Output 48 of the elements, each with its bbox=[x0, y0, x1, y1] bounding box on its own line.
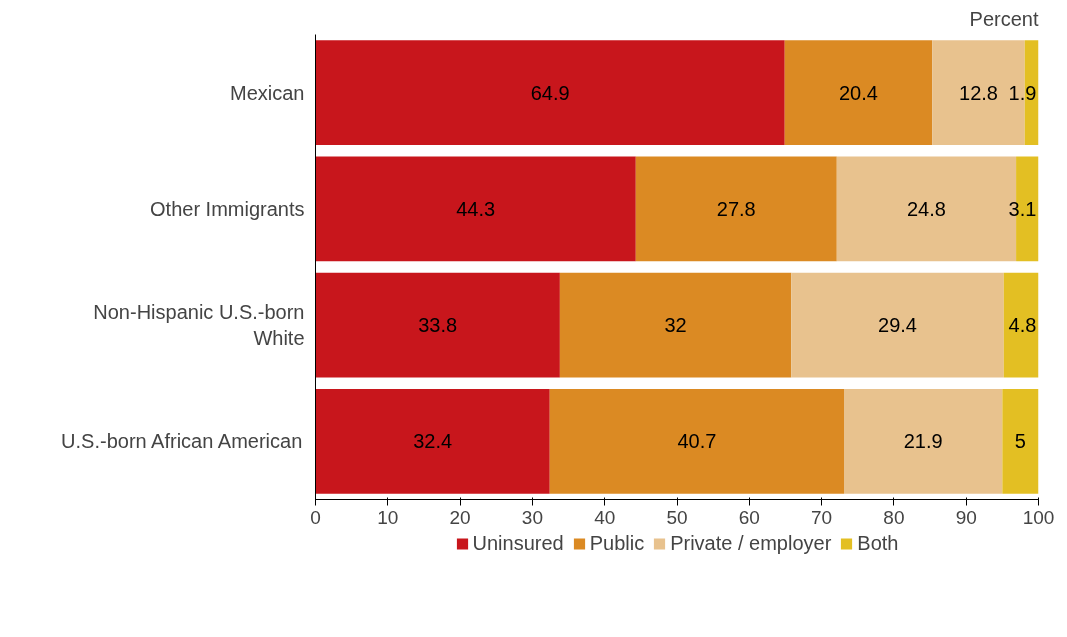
bar bbox=[1002, 389, 1039, 494]
data-label: 3.1 bbox=[1008, 197, 1037, 220]
text: Percent bbox=[969, 7, 1039, 30]
x-tick-label: 50 bbox=[666, 506, 688, 528]
bar bbox=[1003, 272, 1039, 378]
x-tick-label: 40 bbox=[594, 506, 616, 528]
y-tick-label: Mexican bbox=[230, 81, 305, 104]
bar bbox=[315, 40, 785, 145]
x-tick-label: 20 bbox=[449, 506, 471, 528]
bar bbox=[791, 272, 1004, 378]
data-label: 27.8 bbox=[716, 197, 756, 220]
bar bbox=[784, 40, 933, 145]
x-tick-label: 10 bbox=[377, 506, 399, 528]
x-tick-label: 70 bbox=[811, 506, 833, 528]
y-tick-label: Non-Hispanic U.S.-born White bbox=[93, 300, 305, 350]
data-label: 21.9 bbox=[903, 430, 943, 453]
x-tick-label: 90 bbox=[955, 506, 977, 528]
data-label: 32.4 bbox=[413, 430, 453, 453]
x-tick-label: 0 bbox=[310, 506, 321, 528]
x-tick-label: 30 bbox=[521, 506, 543, 528]
legend-label: Uninsured bbox=[472, 531, 564, 555]
x-tick-label: 100 bbox=[1022, 506, 1055, 528]
data-label: 5 bbox=[1014, 430, 1026, 453]
data-label: 32 bbox=[664, 314, 687, 337]
data-label: 12.8 bbox=[959, 81, 998, 104]
bar bbox=[315, 272, 560, 378]
y-tick-label: U.S.-born African American bbox=[61, 430, 303, 453]
data-label: 20.4 bbox=[839, 81, 878, 104]
bar bbox=[559, 272, 792, 378]
legend-label: Public bbox=[589, 531, 645, 555]
data-label: 64.9 bbox=[530, 81, 570, 104]
bar bbox=[549, 389, 845, 494]
bar bbox=[635, 156, 837, 262]
bar bbox=[315, 389, 550, 494]
data-label: 40.7 bbox=[677, 430, 717, 453]
data-label: 33.8 bbox=[418, 314, 458, 337]
x-tick-label: 80 bbox=[883, 506, 905, 528]
data-label: 4.8 bbox=[1008, 314, 1037, 337]
legend-label: Private / employer bbox=[670, 531, 832, 555]
data-label: 24.8 bbox=[906, 197, 946, 220]
y-tick-label: Other Immigrants bbox=[150, 197, 305, 220]
data-label: 44.3 bbox=[456, 197, 496, 220]
x-tick-label: 60 bbox=[738, 506, 760, 528]
bar bbox=[844, 389, 1003, 494]
data-label: 29.4 bbox=[878, 314, 917, 337]
data-label: 1.9 bbox=[1008, 81, 1037, 104]
legend-label: Both bbox=[857, 531, 899, 555]
bar bbox=[315, 156, 636, 262]
